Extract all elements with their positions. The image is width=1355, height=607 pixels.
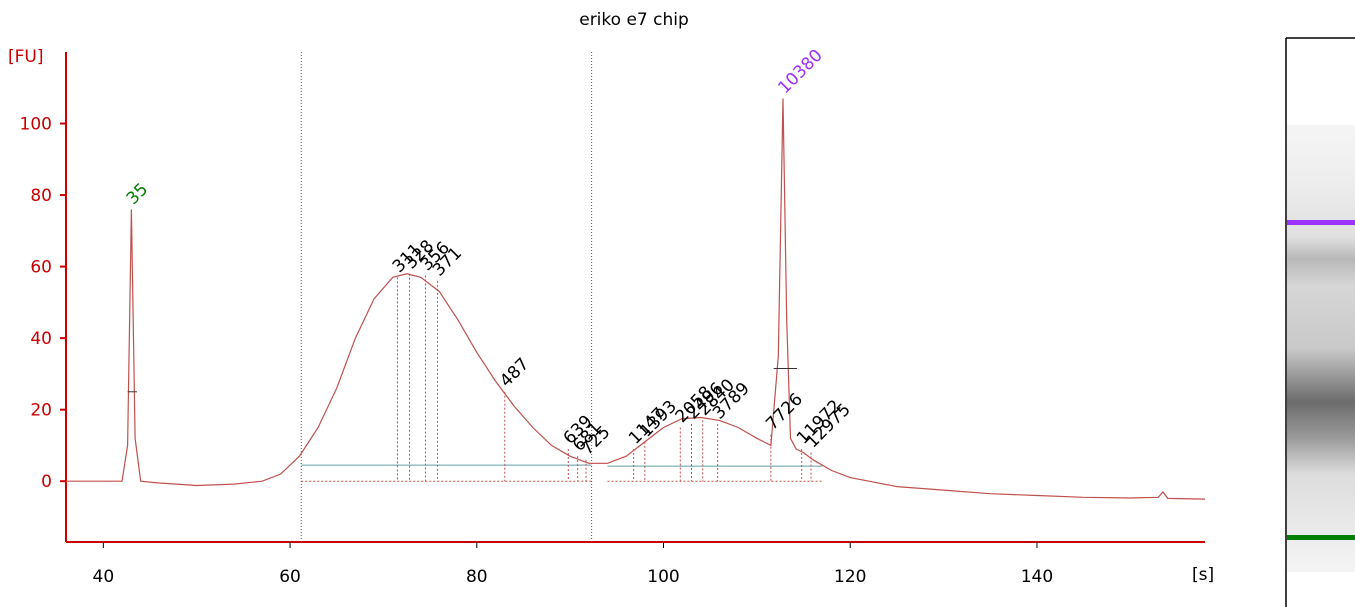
peak-label: 35 [123,179,152,208]
x-tick-label: 60 [279,567,301,587]
x-tick-label: 100 [647,567,679,587]
y-tick-label: 20 [30,401,52,421]
y-tick-label: 100 [20,115,52,135]
gel-lane-background [1287,125,1355,572]
y-tick-label: 0 [41,472,52,492]
peak-label: 487 [496,354,533,391]
x-tick-label: 40 [93,567,115,587]
x-axis-label: [s] [1192,565,1214,585]
gel-upper-marker-band [1287,220,1355,225]
y-tick-label: 60 [30,258,52,278]
x-tick-label: 120 [834,567,866,587]
gel-lower-marker-band [1287,535,1355,540]
y-tick-label: 80 [30,186,52,206]
y-tick-label: 40 [30,329,52,349]
y-axis-label: [FU] [8,47,44,67]
electropherogram-trace [66,98,1206,500]
gel-lane [1285,37,1355,607]
peak-label: 10380 [774,46,826,98]
chart-title: eriko e7 chip [579,10,689,30]
x-tick-label: 140 [1021,567,1053,587]
x-tick-label: 80 [466,567,488,587]
